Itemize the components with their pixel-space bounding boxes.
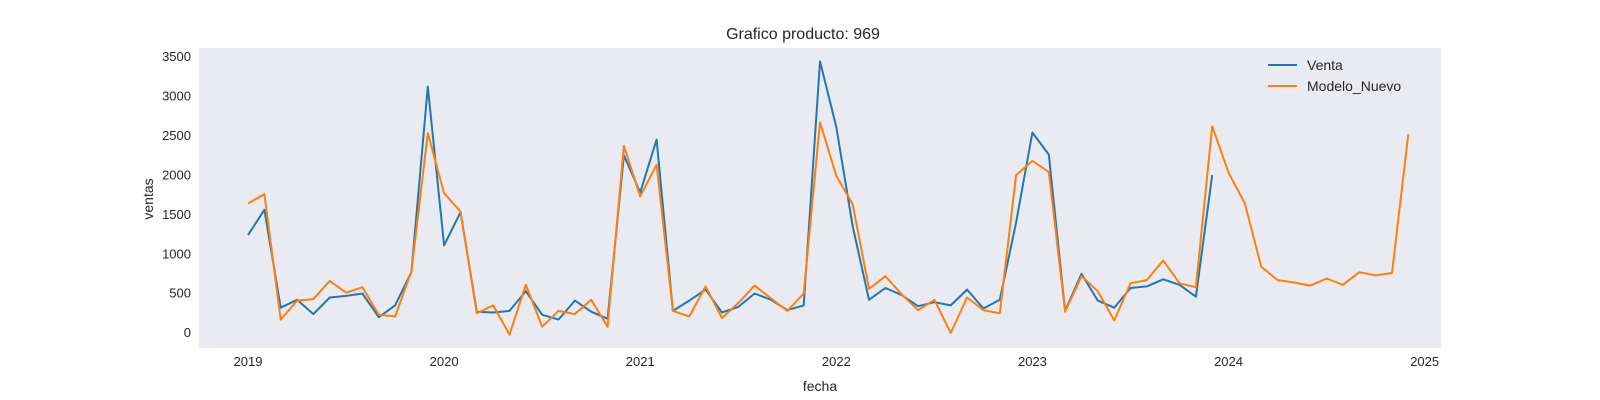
legend-label: Modelo_Nuevo (1307, 78, 1401, 94)
y-tick-label: 500 (169, 286, 191, 301)
legend-label: Venta (1307, 57, 1343, 73)
plot-area (199, 48, 1441, 348)
x-tick-label: 2019 (234, 354, 263, 369)
y-tick-label: 2500 (162, 128, 191, 143)
y-tick-label: 1000 (162, 246, 191, 261)
chart-title: Grafico producto: 969 (726, 26, 880, 43)
x-axis-label: fecha (803, 378, 837, 394)
x-tick-label: 2020 (430, 354, 459, 369)
x-tick-label: 2024 (1214, 354, 1243, 369)
series-lines (247, 60, 1410, 336)
series-line-modelo-nuevo (247, 121, 1410, 336)
y-axis-label: ventas (140, 178, 156, 219)
y-axis: 0 500 1000 1500 2000 2500 3000 3500 (162, 49, 191, 340)
x-tick-label: 2025 (1410, 354, 1439, 369)
y-tick-label: 1500 (162, 207, 191, 222)
y-tick-label: 3500 (162, 49, 191, 64)
y-tick-label: 2000 (162, 167, 191, 182)
x-tick-label: 2023 (1018, 354, 1047, 369)
x-tick-label: 2022 (822, 354, 851, 369)
x-tick-label: 2021 (626, 354, 655, 369)
y-tick-label: 3000 (162, 88, 191, 103)
x-axis: 2019 2020 2021 2022 2023 2024 2025 (234, 354, 1440, 369)
legend: Venta Modelo_Nuevo (1268, 57, 1401, 94)
y-tick-label: 0 (184, 325, 191, 340)
